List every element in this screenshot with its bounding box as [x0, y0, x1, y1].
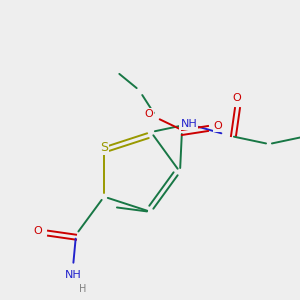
Text: O: O: [232, 93, 242, 103]
Text: NH: NH: [181, 119, 197, 129]
Text: O: O: [214, 121, 222, 131]
Text: O: O: [34, 226, 42, 236]
Text: S: S: [100, 141, 108, 154]
Text: NH: NH: [64, 270, 81, 280]
Text: H: H: [79, 284, 87, 294]
Text: O: O: [145, 109, 153, 119]
